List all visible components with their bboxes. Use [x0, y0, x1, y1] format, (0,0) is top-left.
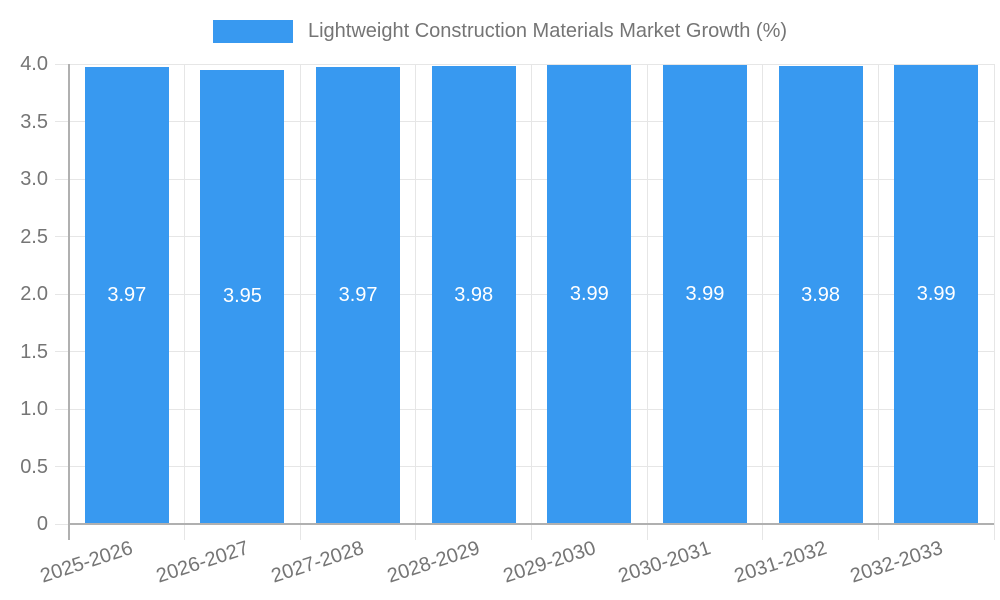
x-gridline — [877, 64, 879, 540]
x-axis-label: 2025-2026 — [37, 537, 136, 588]
x-axis-line — [69, 523, 994, 525]
bar-value-label: 3.98 — [801, 283, 841, 306]
x-axis-label: 2027-2028 — [269, 537, 367, 588]
y-gridline — [55, 178, 994, 180]
y-tick-label: 1.5 — [20, 340, 48, 363]
y-gridline — [55, 236, 994, 237]
y-tick-mark — [55, 523, 69, 525]
x-gridline — [184, 64, 186, 540]
bar-value-label: 3.99 — [569, 283, 609, 306]
bar[interactable]: 3.95 — [200, 69, 285, 524]
bar-value-label: 3.98 — [454, 283, 494, 306]
y-tick-label: 4.0 — [20, 53, 48, 75]
x-axis-label: 2030-2031 — [615, 537, 714, 588]
y-gridline — [55, 408, 994, 410]
x-gridline — [299, 64, 301, 540]
x-axis-label: 2026-2027 — [153, 537, 252, 588]
y-gridline — [55, 466, 994, 467]
x-gridline — [531, 64, 532, 540]
bar-value-label: 3.97 — [107, 284, 147, 307]
bar-value-label: 3.99 — [685, 283, 725, 306]
y-tick-label: 3.0 — [20, 168, 48, 190]
x-gridline — [762, 64, 764, 540]
x-axis-label: 2028-2029 — [384, 537, 483, 588]
x-gridline — [646, 64, 648, 540]
bar-value-label: 3.97 — [338, 284, 378, 307]
bar[interactable]: 3.99 — [894, 65, 979, 524]
x-gridline — [415, 64, 417, 540]
x-gridline — [993, 64, 995, 540]
y-tick-label: 2.0 — [20, 283, 48, 305]
x-axis-label: 2031-2032 — [731, 537, 830, 588]
bar[interactable]: 3.98 — [778, 66, 863, 524]
y-tick-label: 2.5 — [20, 225, 48, 248]
y-tick-label: 0.5 — [20, 455, 48, 478]
y-tick-label: 0 — [36, 513, 48, 535]
bar[interactable]: 3.98 — [431, 66, 516, 524]
bar-value-label: 3.99 — [916, 283, 956, 306]
bar[interactable]: 3.97 — [84, 67, 169, 524]
x-axis-label: 2029-2030 — [500, 537, 599, 588]
y-gridline — [55, 121, 994, 122]
x-axis-label: 2032-2033 — [847, 537, 945, 588]
legend-label: Lightweight Construction Materials Marke… — [307, 19, 788, 42]
bar[interactable]: 3.99 — [547, 65, 632, 524]
y-gridline — [55, 63, 994, 65]
y-tick-label: 3.5 — [20, 110, 48, 133]
y-axis-line — [68, 64, 70, 540]
y-gridline — [55, 293, 994, 295]
y-gridline — [55, 351, 994, 352]
y-tick-label: 1.0 — [20, 398, 48, 420]
chart-legend[interactable]: Lightweight Construction Materials Marke… — [0, 16, 1000, 46]
bar[interactable]: 3.97 — [316, 67, 401, 524]
bar-value-label: 3.95 — [222, 285, 262, 308]
legend-swatch — [212, 19, 293, 43]
bar[interactable]: 3.99 — [662, 65, 747, 524]
